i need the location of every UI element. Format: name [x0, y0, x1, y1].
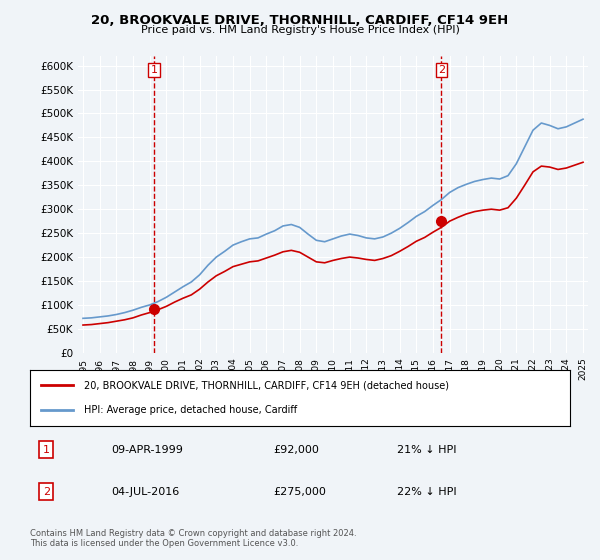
- Text: Contains HM Land Registry data © Crown copyright and database right 2024.
This d: Contains HM Land Registry data © Crown c…: [30, 529, 356, 548]
- Text: 09-APR-1999: 09-APR-1999: [111, 445, 183, 455]
- Text: 20, BROOKVALE DRIVE, THORNHILL, CARDIFF, CF14 9EH (detached house): 20, BROOKVALE DRIVE, THORNHILL, CARDIFF,…: [84, 380, 449, 390]
- Text: 2: 2: [438, 65, 445, 75]
- Text: 22% ↓ HPI: 22% ↓ HPI: [397, 487, 457, 497]
- Text: Price paid vs. HM Land Registry's House Price Index (HPI): Price paid vs. HM Land Registry's House …: [140, 25, 460, 35]
- Text: 21% ↓ HPI: 21% ↓ HPI: [397, 445, 457, 455]
- Text: 1: 1: [151, 65, 158, 75]
- Text: 1: 1: [43, 445, 50, 455]
- Text: HPI: Average price, detached house, Cardiff: HPI: Average price, detached house, Card…: [84, 405, 297, 415]
- Text: 04-JUL-2016: 04-JUL-2016: [111, 487, 179, 497]
- Text: 2: 2: [43, 487, 50, 497]
- Text: £275,000: £275,000: [273, 487, 326, 497]
- Text: £92,000: £92,000: [273, 445, 319, 455]
- Text: 20, BROOKVALE DRIVE, THORNHILL, CARDIFF, CF14 9EH: 20, BROOKVALE DRIVE, THORNHILL, CARDIFF,…: [91, 14, 509, 27]
